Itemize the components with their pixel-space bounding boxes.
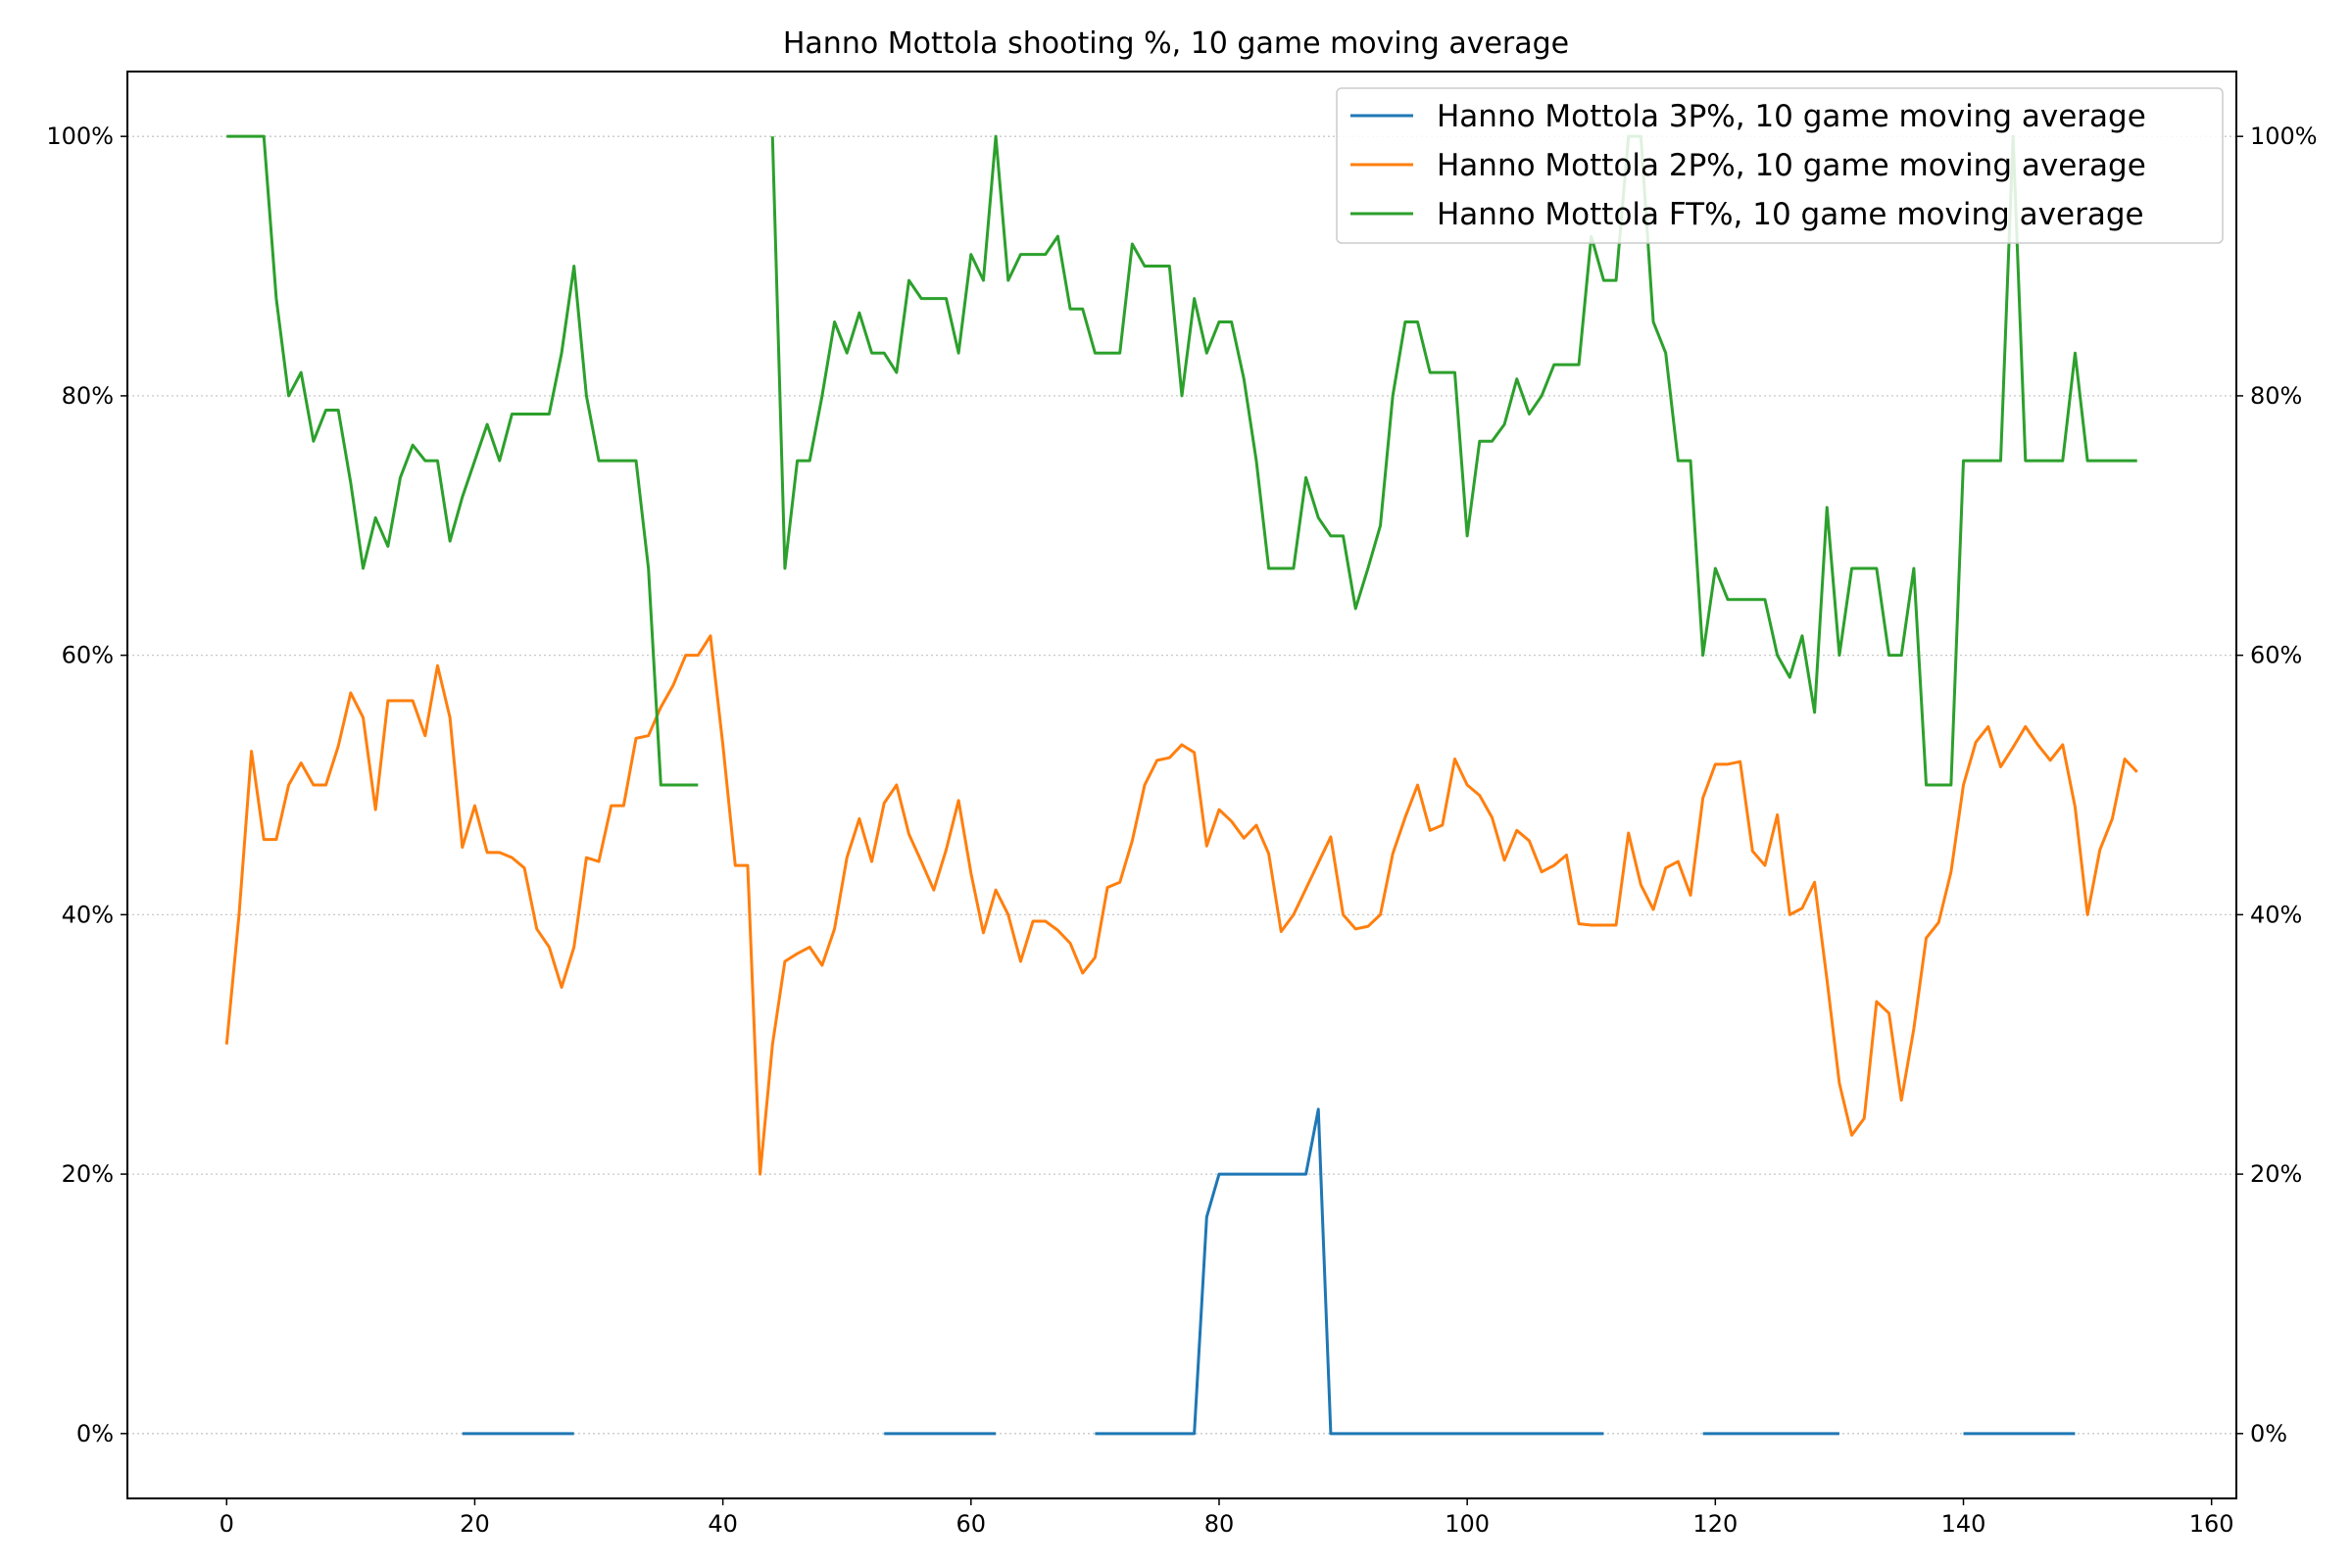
y-tick-label-left: 20% bbox=[62, 1160, 114, 1188]
x-tick-label: 140 bbox=[1941, 1510, 1986, 1538]
y-tick-label-left: 40% bbox=[62, 901, 114, 928]
series-line bbox=[226, 134, 699, 787]
series-3 bbox=[226, 134, 2137, 787]
y-tick-label-right: 80% bbox=[2250, 382, 2302, 410]
y-tick-label-left: 0% bbox=[76, 1420, 114, 1447]
y-axis-left: 0% 20% 40% 60% 80% 100% bbox=[46, 122, 127, 1447]
series-1 bbox=[462, 1107, 2076, 1436]
legend-label: Hanno Mottola 2P%, 10 game moving averag… bbox=[1437, 148, 2146, 183]
legend-label: Hanno Mottola FT%, 10 game moving averag… bbox=[1437, 197, 2144, 232]
y-tick-label-right: 40% bbox=[2250, 901, 2302, 928]
y-tick-label-left: 100% bbox=[46, 122, 114, 150]
y-tick-label-right: 60% bbox=[2250, 642, 2302, 669]
series-2 bbox=[224, 634, 2138, 1176]
x-axis: 0 20 40 60 80 100 120 140 160 bbox=[220, 1498, 2234, 1538]
chart-title: Hanno Mottola shooting %, 10 game moving… bbox=[783, 26, 1569, 61]
y-tick-label-left: 60% bbox=[62, 642, 114, 669]
x-tick-label: 80 bbox=[1204, 1510, 1235, 1538]
y-tick-label-right: 20% bbox=[2250, 1160, 2302, 1188]
x-tick-label: 20 bbox=[460, 1510, 490, 1538]
y-tick-label-right: 100% bbox=[2250, 122, 2318, 150]
legend-box bbox=[1336, 87, 2224, 244]
y-axis-right: 0% 20% 40% 60% 80% 100% bbox=[2236, 122, 2318, 1447]
x-tick-label: 100 bbox=[1445, 1510, 1490, 1538]
x-tick-label: 40 bbox=[708, 1510, 738, 1538]
x-tick-label: 60 bbox=[956, 1510, 987, 1538]
series-layer bbox=[224, 134, 2138, 1436]
y-tick-label-left: 80% bbox=[62, 382, 114, 410]
legend-label: Hanno Mottola 3P%, 10 game moving averag… bbox=[1437, 99, 2146, 134]
y-tick-label-right: 0% bbox=[2250, 1420, 2287, 1447]
x-tick-label: 160 bbox=[2189, 1510, 2234, 1538]
series-line bbox=[224, 634, 2138, 1176]
series-line bbox=[1095, 1107, 1604, 1436]
plot-frame bbox=[126, 71, 2237, 1499]
x-tick-label: 0 bbox=[220, 1510, 234, 1538]
series-line bbox=[770, 134, 2137, 787]
x-tick-label: 120 bbox=[1692, 1510, 1738, 1538]
legend: Hanno Mottola 3P%, 10 game moving averag… bbox=[1336, 87, 2224, 244]
